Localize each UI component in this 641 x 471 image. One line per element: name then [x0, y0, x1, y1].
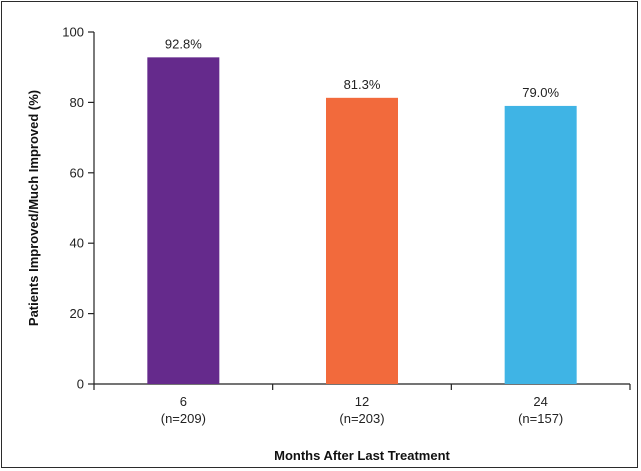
- y-tick-label: 80: [70, 95, 84, 110]
- bar: [504, 105, 577, 385]
- x-axis-title: Months After Last Treatment: [274, 448, 450, 463]
- x-category-label: 12: [355, 394, 369, 409]
- y-axis-title: Patients Improved/Much Improved (%): [26, 90, 41, 326]
- x-category-sublabel: (n=157): [518, 411, 563, 426]
- x-category-sublabel: (n=209): [161, 411, 206, 426]
- x-ticks: 6 (n=209) 12 (n=203) 24 (n=157): [93, 384, 631, 426]
- bar: [147, 57, 220, 385]
- x-category-label: 24: [533, 394, 547, 409]
- y-tick-label: 0: [77, 377, 84, 392]
- bar-value-label: 92.8%: [165, 36, 202, 51]
- y-tick-label: 60: [70, 165, 84, 180]
- x-category-sublabel: (n=203): [339, 411, 384, 426]
- bar-value-label: 81.3%: [344, 77, 381, 92]
- y-tick-label: 40: [70, 236, 84, 251]
- y-tick-label: 20: [70, 306, 84, 321]
- bar-value-label: 79.0%: [522, 85, 559, 100]
- x-category-label: 6: [180, 394, 187, 409]
- bars: 92.8% 81.3% 79.0%: [147, 36, 577, 385]
- y-tick-label: 100: [62, 25, 84, 40]
- bar: [326, 97, 398, 384]
- y-ticks: 0 20 40 60 80 100: [62, 25, 94, 392]
